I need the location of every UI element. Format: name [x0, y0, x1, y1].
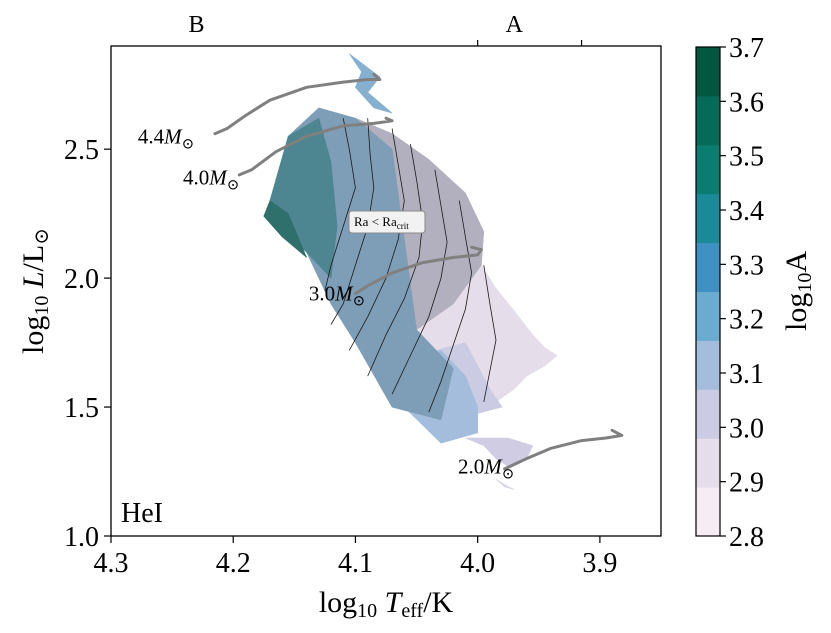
spectral-class-label: B — [189, 12, 205, 38]
colorbar-frame — [695, 46, 721, 537]
contour-line-7 — [483, 265, 497, 402]
colorbar-cell — [696, 438, 720, 488]
x-axis-label: log10 Teff/K — [319, 586, 454, 622]
track-labels: 4.4M⊙ 4.0M⊙ 3.0M⊙ 2.0M⊙ — [138, 124, 515, 482]
x-tick-label: 4.2 — [216, 548, 251, 579]
colorbar-tick-label: 3.1 — [729, 359, 764, 390]
colorbar-cell — [696, 47, 720, 97]
x-tick-label: 4.1 — [338, 548, 373, 579]
colorbar-tick-label: 2.9 — [729, 468, 764, 499]
colorbar-tick-label: 3.0 — [729, 413, 764, 444]
y-ticks: 1.0 1.5 2.0 2.5 — [64, 135, 111, 553]
colorbar-cell — [696, 144, 720, 195]
contour-line-6 — [428, 200, 473, 413]
colorbar-tick-label: 3.6 — [729, 87, 764, 118]
panel-label: HeI — [121, 498, 163, 529]
plot-frame — [110, 45, 662, 537]
colorbar-ticks: 2.8 2.9 3.0 3.1 3.2 3.3 3.4 3.5 3.6 3.7 — [720, 33, 764, 553]
spectral-class-label: A — [506, 12, 524, 38]
y-tick-label: 1.5 — [64, 393, 99, 424]
y-tick-label: 2.0 — [64, 264, 99, 295]
track-label-4.0msun: 4.0M⊙ — [183, 166, 239, 194]
colorbar-cells — [696, 47, 720, 537]
contour-line-3 — [348, 128, 405, 351]
colorbar: 2.8 2.9 3.0 3.1 3.2 3.3 3.4 3.5 3.6 3.7 log10A — [695, 33, 816, 553]
colorbar-cell — [696, 291, 720, 341]
track-label-3.0msun: 3.0M⊙ — [309, 282, 365, 310]
x-tick-label: 4.0 — [460, 548, 495, 579]
colorbar-cell — [696, 389, 720, 439]
x-ticks: 4.3 4.2 4.1 4.0 3.9 — [94, 536, 617, 579]
colorbar-cell — [696, 242, 720, 292]
x-tick-label: 4.3 — [94, 548, 129, 579]
contour-line-5 — [391, 169, 448, 395]
plot-body: 4.4M⊙4.0M⊙3.0M⊙2.0M⊙ Ra < Racrit 4.3 4.2 4… — [17, 12, 662, 622]
track-4.0msun — [237, 116, 394, 177]
colorbar-tick-label: 3.4 — [729, 196, 764, 227]
y-tick-label: 1.0 — [64, 522, 99, 553]
annotation-box: Ra < Racrit — [348, 210, 426, 234]
contour-line-1 — [324, 118, 356, 292]
colorbar-cell — [696, 487, 720, 537]
y-tick-label: 2.5 — [64, 135, 99, 166]
colorbar-tick-label: 2.8 — [729, 522, 764, 553]
annotation-frame — [348, 210, 426, 234]
track-label-4.4msun: 4.4M⊙ — [138, 124, 194, 152]
filled-regions — [263, 53, 558, 490]
colorbar-tick-label: 3.5 — [729, 142, 764, 173]
region-dark-wedge — [263, 200, 307, 258]
track-3.0msun — [353, 245, 483, 296]
evolution-tracks — [213, 72, 624, 471]
colorbar-label: log10A — [780, 251, 816, 331]
colorbar-tick-label: 3.3 — [729, 250, 764, 281]
colorbar-cell — [696, 340, 720, 390]
track-2.0msun — [503, 428, 624, 471]
track-4.4msun — [213, 72, 382, 136]
annotation-text: Ra < Racrit — [354, 214, 409, 231]
y-axis-label: log10 L/L⊙ — [17, 228, 53, 354]
region-lower-speck — [495, 479, 515, 490]
colorbar-tick-label: 3.2 — [729, 305, 764, 336]
track-label-2.0msun: 2.0M⊙ — [458, 454, 514, 482]
x-tick-label: 3.9 — [582, 548, 617, 579]
colorbar-cell — [696, 95, 720, 146]
colorbar-cell — [696, 193, 720, 244]
colorbar-tick-label: 3.7 — [729, 33, 764, 64]
region-top-spike — [349, 53, 393, 114]
contour-line-4 — [367, 143, 424, 377]
